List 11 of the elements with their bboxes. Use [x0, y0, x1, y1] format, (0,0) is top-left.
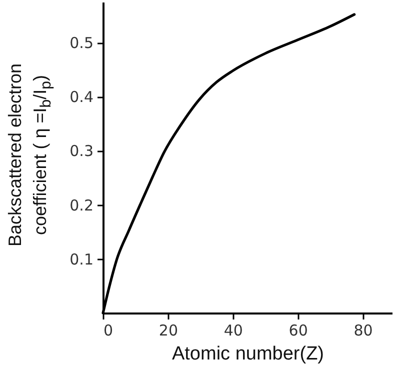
y-tick-label: 0.2 [70, 196, 94, 214]
y-tick-label: 0.1 [70, 250, 94, 268]
y-tick-label: 0.4 [70, 88, 94, 106]
x-tick-label: 60 [288, 322, 308, 340]
x-tick-label: 20 [158, 322, 178, 340]
y-tick-label: 0.5 [70, 34, 94, 52]
x-tick-label: 40 [224, 322, 243, 340]
y-tick-label: 0.3 [70, 142, 94, 160]
x-tick-label: 80 [354, 322, 373, 340]
x-axis-title: Atomic number(Z) [172, 344, 324, 364]
x-tick-label: 0 [104, 322, 114, 340]
